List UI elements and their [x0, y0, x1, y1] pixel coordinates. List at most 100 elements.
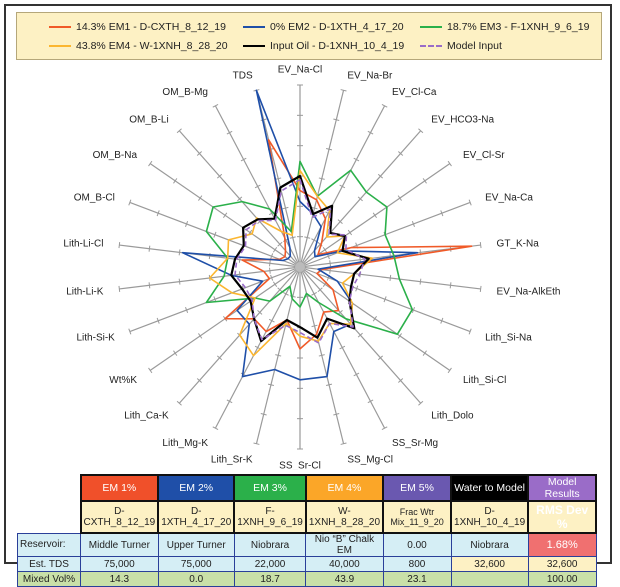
axis-tick — [304, 236, 311, 239]
axis-tick — [419, 278, 422, 285]
axis-tick — [268, 318, 275, 323]
chart-legend: 14.3% EM1 - D-CXTH_8_12_19 0% EM2 - D-1X… — [16, 12, 602, 60]
axis-tick — [318, 177, 325, 180]
legend-item-em2: 0% EM2 - D-1XTH_4_17_20 — [243, 21, 404, 33]
axis-tick — [381, 104, 388, 108]
axis-tick — [257, 310, 263, 315]
table-cell: 32,600 — [527, 556, 597, 572]
id-em3: F-1XNH_9_6_19 — [233, 500, 307, 534]
axis-tick — [418, 128, 424, 134]
axis-tick — [367, 399, 374, 404]
axis-tick — [198, 333, 203, 339]
axis-tick — [318, 354, 325, 357]
axis-tick — [226, 130, 233, 135]
axis-label: OM_B-Mg — [162, 87, 208, 98]
legend-label: 18.7% EM3 - F-1XNH_9_6_19 — [447, 21, 590, 33]
axis-tick — [397, 333, 402, 339]
axis-tick — [213, 231, 217, 238]
axis-tick — [237, 196, 243, 202]
axis-tick — [468, 328, 472, 335]
table-cell: 18.7 — [233, 571, 307, 587]
axis-label: Lith_Dolo — [431, 411, 474, 422]
table-cell: 23.1 — [382, 571, 452, 587]
header-em4: EM 4% — [304, 474, 385, 502]
axis-tick — [353, 157, 360, 162]
legend-item-model-input: Model Input — [420, 40, 502, 52]
axis-tick — [269, 260, 271, 267]
row-label: Est. TDS — [17, 556, 81, 572]
axis-tick — [447, 367, 452, 374]
axis-tick — [173, 350, 178, 356]
axis-tick — [226, 399, 233, 404]
table-cell: 75,000 — [157, 556, 235, 572]
id-em5-line2: Mix_11_9_20 — [390, 517, 444, 527]
axis-tick — [311, 324, 318, 328]
axis-label: Lith_Si-Cl — [463, 375, 506, 386]
axis-label: SS_Sr-Cl — [279, 461, 321, 471]
axis-label: Lith_Ca-K — [124, 411, 169, 422]
axis-tick — [337, 219, 343, 224]
axis-tick — [377, 173, 384, 179]
table-cell: Niobrara — [233, 532, 307, 557]
axis-label: Lith-Li-Cl — [63, 239, 103, 250]
axis-tick — [468, 199, 472, 206]
axis-tick — [270, 274, 274, 281]
axis-tick — [128, 328, 132, 335]
axis-label: EV_Na-Br — [347, 70, 393, 81]
series-line-4 — [230, 174, 370, 343]
axis-label: SS_Mg-Cl — [347, 455, 393, 466]
mixing-results-table: EM 1% EM 2% EM 3% EM 4% EM 5% Water to M… — [17, 474, 598, 587]
axis-tick — [326, 383, 333, 387]
axis-tick — [333, 118, 340, 121]
axis-tick — [411, 220, 415, 227]
axis-tick — [176, 400, 182, 406]
table-row-est-tds: Est. TDS 75,000 75,000 22,000 40,000 800… — [17, 556, 597, 572]
legend-label: 0% EM2 - D-1XTH_4_17_20 — [270, 21, 404, 33]
axis-tick — [212, 426, 219, 430]
header-em3: EM 3% — [233, 474, 307, 502]
axis-tick — [275, 354, 282, 357]
series-line-2 — [205, 160, 414, 336]
axis-tick — [156, 317, 160, 324]
axis-tick — [397, 151, 404, 156]
axis-tick — [289, 236, 296, 239]
axis-tick — [340, 89, 347, 92]
axis-label: EV_Na-AlkEth — [497, 286, 561, 297]
axis-tick — [447, 160, 452, 167]
axis-tick — [389, 274, 392, 282]
axis-label: GT_K-Na — [497, 239, 540, 250]
axis-tick — [260, 118, 267, 121]
id-em5: Frac Wtr Mix_11_9_20 — [382, 500, 453, 534]
legend-item-input-oil: Input Oil - D-1XNH_10_4_19 — [243, 40, 404, 52]
series-line-5 — [234, 178, 366, 344]
axis-tick — [357, 332, 363, 338]
table-id-row: D-CXTH_8_12_19 D-1XTH_4_17_20 F-1XNH_9_6… — [18, 500, 598, 534]
axis-tick — [353, 372, 360, 377]
axis-tick — [372, 212, 378, 219]
series-line-1 — [181, 89, 419, 381]
legend-label: 14.3% EM1 - D-CXTH_8_12_19 — [76, 21, 226, 33]
axis-label: OM_B-Li — [129, 114, 168, 125]
axis-tick — [275, 177, 282, 180]
figure-frame — [4, 4, 612, 564]
axis-label: EV_HCO3-Na — [431, 114, 494, 125]
axis-label: EV_Cl-Sr — [463, 150, 505, 161]
table-cell: 14.3 — [80, 571, 159, 587]
table-cell: 32,600 — [450, 556, 529, 572]
axis-tick — [311, 238, 317, 242]
axis-tick — [198, 195, 203, 201]
table-row-reservoir: Reservoir: Middle Turner Upper Turner Ni… — [17, 532, 597, 557]
axis-label: SS_Sr-Mg — [392, 438, 438, 449]
axis-tick — [267, 383, 274, 387]
rms-dev-label: RMS Dev % — [527, 500, 598, 534]
axis-tick — [357, 196, 363, 202]
axis-label: TDS — [233, 70, 253, 81]
axis-label: Lith_Mg-K — [162, 438, 208, 449]
axis-label: OM_B-Cl — [74, 192, 115, 203]
legend-swatch — [49, 45, 71, 47]
axis-tick — [272, 247, 278, 253]
id-em1: D-CXTH_8_12_19 — [79, 500, 160, 534]
axis-tick — [397, 378, 404, 383]
table-cell: 800 — [382, 556, 452, 572]
table-cell: 75,000 — [80, 556, 159, 572]
